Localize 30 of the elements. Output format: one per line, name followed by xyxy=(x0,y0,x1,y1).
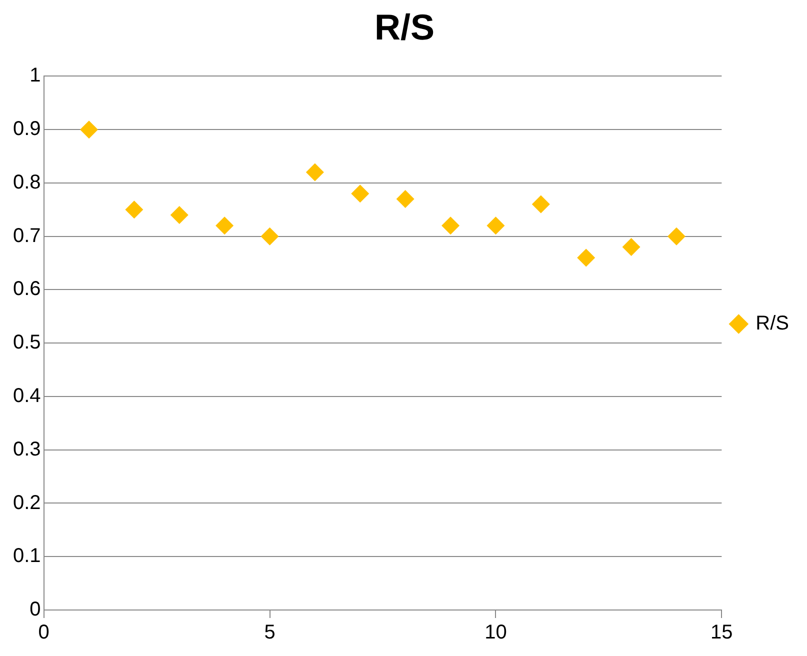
point xyxy=(260,227,279,246)
point xyxy=(396,190,414,208)
point xyxy=(351,184,370,203)
point xyxy=(622,238,640,256)
y-tick-label: 0.2 xyxy=(12,492,41,514)
x-tick-label: 5 xyxy=(264,622,276,644)
y-tick-label: 0.6 xyxy=(12,278,41,300)
x-tick-label: 10 xyxy=(484,622,507,644)
chart-title: R/S xyxy=(374,6,435,48)
point xyxy=(486,216,505,235)
point xyxy=(442,216,460,235)
point xyxy=(577,248,596,267)
y-tick-label: 0.3 xyxy=(12,438,41,460)
x-tick-label: 15 xyxy=(710,622,733,644)
y-tick-label: 0.5 xyxy=(12,332,41,354)
point xyxy=(125,200,144,219)
y-tick-label: 0.1 xyxy=(12,545,41,568)
point xyxy=(170,206,188,224)
point xyxy=(667,227,686,246)
point xyxy=(216,216,234,235)
y-tick-label: 0.9 xyxy=(12,118,41,140)
y-tick-label: 0.8 xyxy=(12,171,41,194)
y-tick-label: 0 xyxy=(30,598,41,621)
y-tick-label: 0.4 xyxy=(12,384,41,407)
point xyxy=(532,195,550,214)
y-tick-label: 0.7 xyxy=(12,224,41,247)
point xyxy=(306,163,324,182)
y-tick-label: 1 xyxy=(30,64,41,87)
point xyxy=(80,120,98,139)
legend-label: R/S xyxy=(756,312,790,335)
